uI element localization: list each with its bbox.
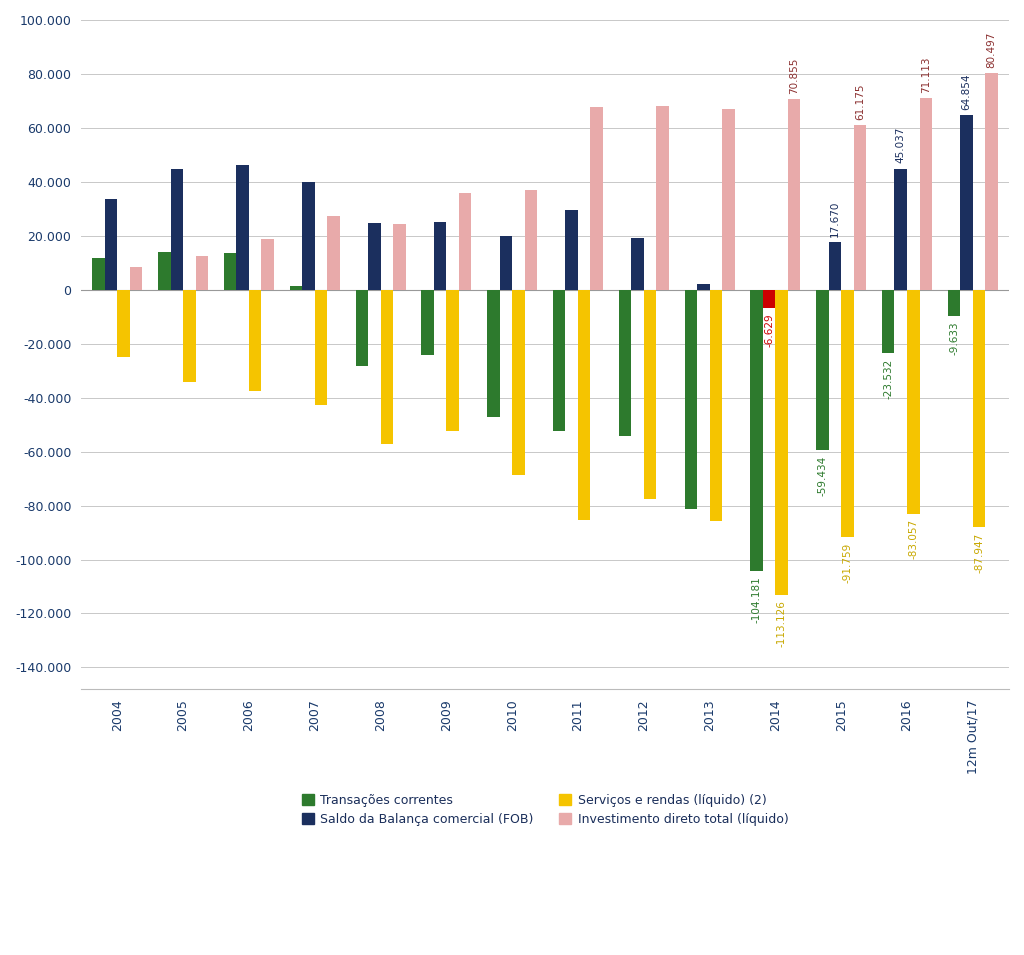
Bar: [130, 267, 142, 290]
Text: 71.113: 71.113: [921, 56, 931, 93]
Bar: [368, 223, 381, 290]
Bar: [631, 238, 644, 290]
Bar: [816, 290, 828, 450]
Bar: [171, 169, 183, 290]
Bar: [751, 290, 763, 571]
Text: -9.633: -9.633: [949, 321, 959, 355]
Bar: [104, 200, 118, 290]
Bar: [841, 290, 854, 538]
Bar: [512, 290, 524, 476]
Bar: [656, 106, 669, 290]
Bar: [459, 193, 471, 290]
Text: 70.855: 70.855: [790, 57, 799, 94]
Legend: Transações correntes, Saldo da Balança comercial (FOB), Serviços e rendas (líqui: Transações correntes, Saldo da Balança c…: [297, 789, 794, 831]
Text: 80.497: 80.497: [986, 32, 996, 68]
Bar: [828, 243, 841, 290]
Bar: [618, 290, 631, 436]
Bar: [237, 165, 249, 290]
Bar: [261, 240, 273, 290]
Bar: [249, 290, 261, 391]
Text: 17.670: 17.670: [829, 201, 840, 237]
Bar: [882, 290, 895, 353]
Text: -104.181: -104.181: [752, 576, 762, 623]
Bar: [158, 252, 171, 290]
Text: -59.434: -59.434: [817, 456, 827, 496]
Bar: [118, 290, 130, 357]
Bar: [500, 236, 512, 290]
Bar: [381, 290, 393, 444]
Bar: [854, 125, 866, 290]
Bar: [685, 290, 697, 509]
Text: -113.126: -113.126: [776, 601, 786, 647]
Bar: [355, 290, 368, 366]
Text: 45.037: 45.037: [896, 127, 906, 163]
Bar: [314, 290, 328, 405]
Bar: [763, 290, 775, 308]
Bar: [446, 290, 459, 432]
Bar: [973, 290, 985, 527]
Bar: [524, 190, 538, 290]
Bar: [578, 290, 591, 520]
Bar: [775, 290, 787, 595]
Bar: [961, 116, 973, 290]
Bar: [722, 109, 734, 290]
Bar: [644, 290, 656, 499]
Bar: [434, 222, 446, 290]
Text: -6.629: -6.629: [764, 313, 774, 347]
Text: -83.057: -83.057: [908, 520, 919, 560]
Bar: [710, 290, 722, 521]
Text: 61.175: 61.175: [855, 83, 865, 119]
Bar: [421, 290, 434, 355]
Bar: [553, 290, 565, 432]
Bar: [895, 169, 907, 290]
Bar: [393, 223, 406, 290]
Bar: [290, 286, 302, 290]
Bar: [763, 290, 775, 308]
Bar: [196, 256, 208, 290]
Bar: [907, 290, 920, 514]
Bar: [697, 284, 710, 290]
Text: -91.759: -91.759: [843, 542, 852, 583]
Text: 64.854: 64.854: [962, 74, 972, 110]
Bar: [591, 108, 603, 290]
Bar: [948, 290, 961, 316]
Text: -87.947: -87.947: [974, 533, 984, 573]
Bar: [787, 99, 801, 290]
Text: -23.532: -23.532: [884, 359, 893, 399]
Bar: [302, 182, 314, 290]
Bar: [92, 259, 104, 290]
Bar: [565, 210, 578, 290]
Bar: [224, 253, 237, 290]
Bar: [920, 98, 932, 290]
Bar: [487, 290, 500, 417]
Bar: [183, 290, 196, 382]
Bar: [328, 216, 340, 290]
Bar: [985, 73, 997, 290]
